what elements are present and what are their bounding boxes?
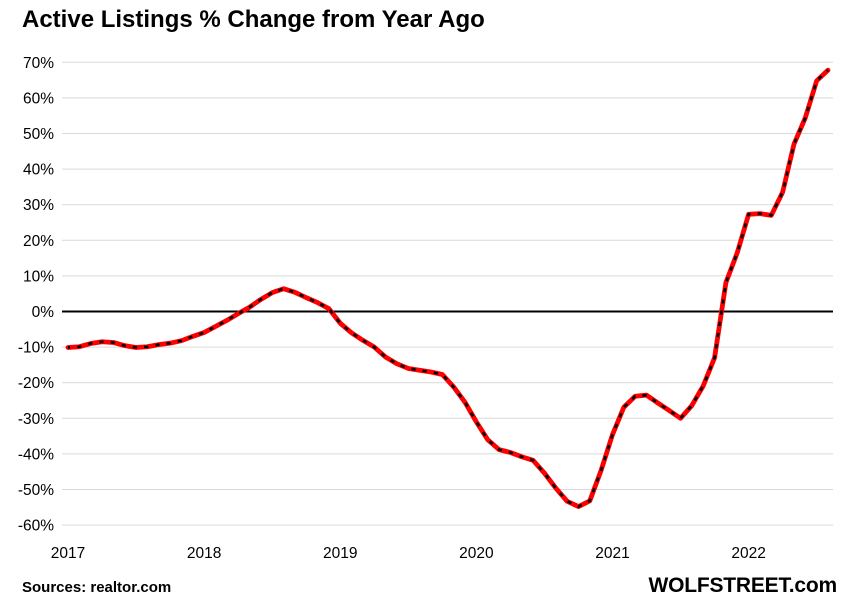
y-tick-label: 20% [23,233,54,250]
y-tick-label: 70% [23,55,54,72]
brand-watermark: WOLFSTREET.com [648,574,837,597]
y-axis-labels: 70% 60% 50% 40% 30% 20% 10% 0% -10% -20% -30% -40% -… [18,55,54,535]
y-tick-label: 60% [23,90,54,107]
footer: Sources: realtor.com WOLFSTREET.com [0,574,845,598]
x-tick-label: 2019 [323,545,357,562]
y-tick-label: -40% [18,446,54,463]
x-tick-label: 2022 [731,545,765,562]
y-tick-label: 30% [23,197,54,214]
x-tick-label: 2020 [459,545,494,562]
x-tick-label: 2017 [51,545,85,562]
x-tick-label: 2018 [187,545,221,562]
y-tick-label: -10% [18,340,54,357]
y-tick-label: -20% [18,375,54,392]
gridlines [62,61,833,526]
series-line-red [65,67,831,509]
series-line-dash-overlay [67,69,829,508]
x-tick-label: 2021 [595,545,629,562]
y-tick-label: 50% [23,126,54,143]
y-tick-label: 0% [32,304,55,321]
x-axis-labels: 2017 2018 2019 2020 2021 2022 [51,545,766,562]
y-tick-label: -50% [18,482,54,499]
chart-title: Active Listings % Change from Year Ago [22,6,485,33]
y-tick-label: 40% [23,162,54,179]
sources-note: Sources: realtor.com [22,579,172,596]
y-tick-label: 10% [23,268,54,285]
y-tick-label: -60% [18,518,54,535]
y-tick-label: -30% [18,411,54,428]
